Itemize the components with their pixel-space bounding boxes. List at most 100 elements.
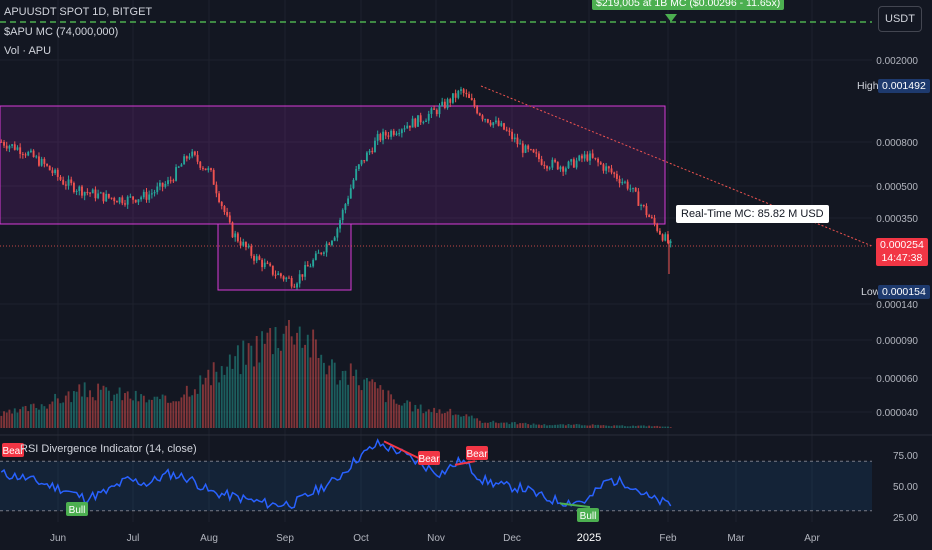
volume-bar [137,401,140,428]
volume-bar [583,425,586,428]
currency-button[interactable]: USDT [878,6,922,32]
candle-body [473,100,476,107]
candle-body [470,97,473,101]
candle-body [333,237,336,241]
candle-body [446,99,449,108]
candle-body [236,233,239,242]
volume-bar [188,396,191,428]
candle-body [298,274,301,284]
volume-bar [602,425,605,428]
candle-body [309,266,312,268]
x-axis-tick: Mar [727,533,745,544]
candle-body [212,169,215,185]
volume-bar [484,422,487,428]
candle-body [392,130,395,135]
candle-body [629,188,632,190]
candle-body [355,169,358,180]
candle-body [266,262,269,264]
volume-bar [261,331,264,428]
volume-bar [255,335,258,428]
volume-bar [349,363,352,428]
candle-body [132,196,134,200]
volume-bar [153,396,156,428]
volume-bar [449,408,452,428]
price-axis-tick: 0.000140 [876,300,918,311]
volume-bar [597,424,600,428]
candle-body [457,90,460,98]
volume-bar [371,379,374,428]
candle-body [572,159,575,168]
volume-bar [481,422,484,428]
rsi-axis-tick: 75.00 [893,451,918,462]
candle-body [169,180,172,182]
x-axis-tick: Feb [659,533,677,544]
volume-bar [629,426,632,428]
candle-body [35,156,38,158]
candle-body [306,265,309,267]
candle-body [38,156,40,166]
mc-indicator-label: $APU MC (74,000,000) [4,26,119,38]
candle-body [513,137,516,140]
candle-body [607,166,610,169]
candle-body [325,243,328,253]
volume-bar [320,354,323,428]
bear-divergence-line [454,460,476,466]
candle-body [202,167,204,169]
bear-signal-label: Bear [2,446,24,457]
candle-body [605,166,608,171]
candle-body [441,101,444,106]
volume-bar [304,344,307,428]
volume-bar [185,385,188,428]
volume-bar [462,416,465,428]
volume-bar [535,424,538,428]
candle-body [581,155,583,159]
candle-body [261,259,264,268]
candle-body [250,246,253,256]
candle-body [296,283,298,288]
low-value: 0.000154 [878,285,930,299]
x-axis-tick: Sep [276,533,294,544]
candle-body [465,92,468,95]
candle-body [247,246,250,248]
candle-body [126,196,129,205]
volume-bar [441,413,444,428]
x-axis-tick: Apr [804,533,820,544]
candle-body [27,152,30,156]
volume-bar [70,402,73,428]
volume-bar [89,390,91,428]
candle-body [191,151,194,157]
candle-body [551,159,554,168]
volume-bar [661,426,664,428]
candle-body [669,241,672,243]
candle-body [529,149,532,151]
candle-body [433,108,436,110]
volume-bar [575,423,578,428]
candle-body [196,154,199,162]
candle-body [661,234,664,241]
candle-body [180,164,183,167]
volume-bar [344,370,347,428]
candle-body [543,164,546,167]
candle-body [277,273,280,275]
candle-body [400,129,403,134]
volume-bar [64,395,67,428]
volume-bar [38,409,40,428]
volume-bar [513,421,516,428]
volume-bar [468,416,470,428]
candle-body [54,169,57,174]
volume-bar [234,356,237,428]
volume-bar [656,425,659,428]
volume-bar [5,412,8,428]
volume-bar [486,422,489,428]
volume-bar [478,420,481,428]
candle-body [314,253,317,260]
candle-body [102,192,105,202]
candle-body [193,151,196,155]
volume-bar [314,339,317,428]
candle-body [548,167,551,169]
candle-body [349,188,352,199]
volume-bar [274,327,277,428]
candle-body [341,209,344,221]
price-axis-tick: 0.002000 [876,56,918,67]
